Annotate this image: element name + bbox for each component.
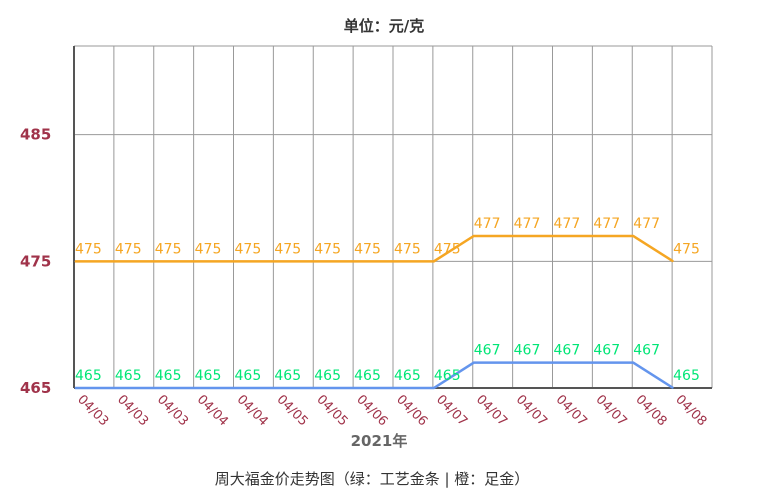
data-point (592, 235, 594, 237)
y-ticks: 465 475 485 (20, 126, 51, 397)
data-point (114, 387, 116, 389)
data-label: 465 (354, 368, 381, 384)
x-tick-label: 04/08 (632, 392, 669, 429)
data-point (513, 235, 515, 237)
data-label: 465 (75, 368, 102, 384)
data-point (273, 260, 275, 262)
data-label: 465 (195, 368, 222, 384)
data-point (234, 260, 235, 262)
data-label: 467 (633, 343, 660, 359)
data-point (154, 260, 156, 262)
chart-unit-label: 单位：元/克 (344, 17, 424, 35)
data-label: 465 (115, 368, 142, 384)
x-tick-label: 04/07 (553, 392, 590, 429)
x-tick-label: 04/07 (513, 392, 550, 429)
data-label: 475 (314, 241, 341, 257)
data-point (632, 235, 634, 237)
data-point (473, 362, 475, 364)
x-tick-label: 04/07 (593, 392, 630, 429)
x-tick-label: 04/03 (74, 392, 111, 429)
series-layer (74, 234, 674, 390)
x-tick-label: 04/04 (194, 392, 231, 429)
data-label: 475 (394, 241, 421, 257)
data-labels: 475 475 475 475 475 475 475 475 475 475 477 477 477 4… (75, 216, 700, 384)
x-tick-label: 04/06 (393, 392, 430, 429)
data-point (74, 387, 76, 389)
data-label: 465 (434, 368, 461, 384)
series-line (75, 234, 674, 263)
data-label: 475 (115, 241, 142, 257)
data-label: 475 (354, 241, 381, 257)
series-line (75, 361, 674, 390)
data-label: 467 (593, 343, 620, 359)
data-label: 465 (155, 368, 182, 384)
data-point (154, 387, 156, 389)
x-tick-label: 04/07 (473, 392, 510, 429)
data-label: 475 (155, 241, 182, 257)
data-label: 467 (554, 343, 581, 359)
x-tick-label: 04/03 (114, 392, 151, 429)
data-label: 477 (633, 216, 660, 232)
data-label: 465 (673, 368, 700, 384)
x-ticks: 04/03 04/03 04/03 04/04 04/04 04/05 04/05 04/06… (74, 392, 709, 429)
data-point (74, 260, 76, 262)
x-tick-label: 04/08 (672, 392, 709, 429)
data-point (433, 387, 435, 389)
data-point (592, 362, 594, 364)
data-point (672, 387, 674, 389)
data-point (114, 260, 116, 262)
x-tick-label: 04/06 (353, 392, 390, 429)
y-tick-label: 475 (20, 252, 51, 270)
data-label: 477 (554, 216, 581, 232)
x-axis-title: 2021年 (351, 432, 408, 450)
data-label: 475 (274, 241, 301, 257)
data-label: 465 (314, 368, 341, 384)
x-tick-label: 04/04 (234, 392, 271, 429)
x-tick-label: 04/07 (433, 392, 470, 429)
x-tick-label: 04/05 (274, 392, 311, 429)
data-point (234, 387, 235, 389)
data-point (553, 235, 554, 237)
data-point (313, 387, 315, 389)
data-point (313, 260, 315, 262)
x-tick-label: 04/05 (313, 392, 350, 429)
data-label: 477 (514, 216, 541, 232)
data-label: 475 (195, 241, 222, 257)
data-label: 467 (474, 343, 501, 359)
chart-caption: 周大福金价走势图（绿：工艺金条 | 橙：足金） (215, 470, 530, 488)
data-point (632, 362, 634, 364)
data-label: 475 (235, 241, 262, 257)
data-label: 477 (593, 216, 620, 232)
data-label: 475 (673, 241, 700, 257)
data-label: 465 (394, 368, 421, 384)
data-label: 477 (474, 216, 501, 232)
data-point (433, 260, 435, 262)
data-point (553, 362, 554, 364)
data-point (513, 362, 515, 364)
data-point (473, 235, 475, 237)
data-label: 475 (434, 241, 461, 257)
y-tick-label: 465 (20, 379, 51, 397)
data-point (353, 260, 355, 262)
data-point (273, 387, 275, 389)
data-label: 465 (274, 368, 301, 384)
data-point (353, 387, 355, 389)
data-point (194, 260, 196, 262)
data-label: 467 (514, 343, 541, 359)
data-label: 465 (235, 368, 262, 384)
data-point (194, 387, 196, 389)
data-point (393, 260, 395, 262)
x-tick-label: 04/03 (154, 392, 191, 429)
y-tick-label: 485 (20, 126, 51, 144)
data-point (393, 387, 395, 389)
data-point (672, 260, 674, 262)
data-label: 475 (75, 241, 102, 257)
